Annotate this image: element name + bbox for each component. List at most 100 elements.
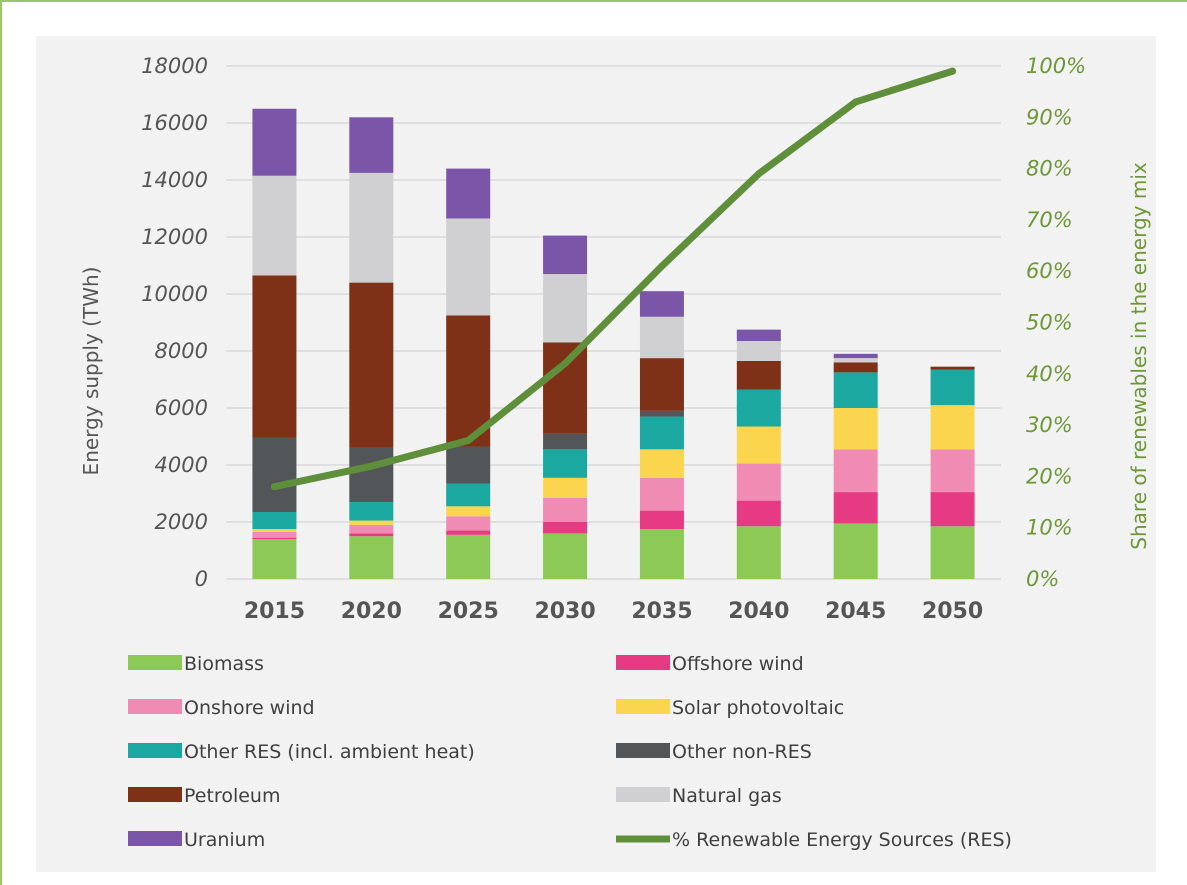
bar-segment-natural-gas [736, 341, 781, 361]
x-axis-ticks: 2015 2020 2025 2030 2035 2040 2045 2050 [244, 599, 983, 624]
x-tick-label: 2050 [922, 599, 983, 624]
bar-segment-other-res-incl-ambient-heat [736, 389, 781, 427]
bar-segment-other-res-incl-ambient-heat [446, 483, 491, 507]
y-tick-label: 10000 [141, 282, 208, 306]
y-tick-label: 12000 [141, 225, 208, 249]
bar-segment-biomass [349, 536, 394, 579]
bar-segment-petroleum [833, 362, 878, 373]
legend-swatch [128, 743, 182, 758]
bar-segment-offshore-wind [543, 522, 588, 534]
legend-item-solar-photovoltaic: Solar photovoltaic [616, 697, 844, 719]
bar-segment-solar-photovoltaic [252, 529, 297, 532]
res-share-point [367, 462, 375, 470]
bar-segment-other-non-res [446, 446, 491, 484]
res-share-point [464, 436, 472, 444]
res-share-point [658, 262, 666, 270]
legend-label: Biomass [184, 653, 264, 675]
legend-label: Other non-RES [672, 741, 812, 763]
x-tick-label: 2040 [728, 599, 789, 624]
bar-segment-other-non-res [349, 447, 394, 503]
bar-segment-petroleum [349, 282, 394, 448]
y2-tick-label: 90% [1026, 105, 1073, 129]
bar-segment-petroleum [252, 275, 297, 438]
bar-segment-solar-photovoltaic [833, 408, 878, 450]
bar-segment-offshore-wind [833, 492, 878, 524]
bar-segment-uranium [349, 117, 394, 173]
legend-swatch [616, 743, 670, 758]
legend-label: Onshore wind [184, 697, 315, 719]
left-axis-ticks: 0 2000 4000 6000 8000 10000 12000 14000 16000 180… [141, 54, 208, 591]
legend-swatch [616, 699, 670, 714]
bar-segment-natural-gas [446, 218, 491, 316]
y-tick-label: 14000 [141, 168, 208, 192]
y-tick-label: 8000 [155, 339, 208, 363]
bar-segment-offshore-wind [252, 537, 297, 540]
res-share-point [561, 360, 569, 368]
y2-tick-label: 70% [1026, 208, 1073, 232]
res-share-point [270, 483, 278, 491]
legend-label: Solar photovoltaic [672, 697, 844, 719]
legend-item-offshore-wind: Offshore wind [616, 653, 804, 675]
y-axis-title: Energy supply (TWh) [79, 267, 103, 476]
bar-segment-uranium [736, 329, 781, 342]
bar-segment-other-non-res [252, 437, 297, 513]
legend-swatch [616, 655, 670, 670]
y-tick-label: 4000 [155, 453, 208, 477]
bar-segment-offshore-wind [930, 492, 975, 527]
legend-item-other-non-res: Other non-RES [616, 741, 812, 763]
y2-tick-label: 30% [1026, 413, 1073, 437]
bar-segment-biomass [736, 526, 781, 579]
bar-segment-biomass [543, 533, 588, 579]
legend-swatch [128, 787, 182, 802]
bar-segment-petroleum [736, 360, 781, 390]
x-tick-label: 2035 [631, 599, 692, 624]
y-tick-label: 2000 [155, 510, 208, 534]
bar-segment-other-non-res [639, 410, 684, 417]
y2-tick-label: 60% [1026, 259, 1073, 283]
bar-segment-petroleum [543, 342, 588, 434]
x-tick-label: 2015 [244, 599, 305, 624]
bar-segment-onshore-wind [349, 524, 394, 534]
stacked-bars [252, 108, 975, 579]
legend-item-other-res-incl-ambient-heat: Other RES (incl. ambient heat) [128, 741, 475, 763]
legend-label: Offshore wind [672, 653, 804, 675]
bar-segment-natural-gas [252, 175, 297, 276]
bar-segment-biomass [930, 526, 975, 579]
bar-segment-offshore-wind [349, 533, 394, 537]
legend-item-renewable-energy-sources-res: % Renewable Energy Sources (RES) [616, 829, 1012, 851]
bar-segment-offshore-wind [446, 530, 491, 535]
y2-tick-label: 0% [1026, 567, 1059, 591]
legend-label: Natural gas [672, 785, 782, 807]
res-share-line [270, 67, 957, 491]
bar-segment-onshore-wind [252, 531, 297, 538]
y2-tick-label: 100% [1026, 54, 1086, 78]
x-tick-label: 2025 [438, 599, 499, 624]
bar-segment-biomass [833, 523, 878, 579]
y2-tick-label: 50% [1026, 311, 1073, 335]
legend-label: Uranium [184, 829, 265, 851]
energy-mix-chart: 0 2000 4000 6000 8000 10000 12000 14000 16000 180… [79, 54, 1151, 851]
bar-segment-biomass [446, 534, 491, 579]
bar-segment-solar-photovoltaic [930, 405, 975, 450]
y-tick-label: 16000 [141, 111, 208, 135]
legend-swatch [128, 699, 182, 714]
right-axis-ticks: 0% 10% 20% 30% 40% 50% 60% 70% 80% 90% 100% [1026, 54, 1086, 591]
bar-segment-petroleum [930, 366, 975, 370]
bar-segment-other-res-incl-ambient-heat [543, 449, 588, 478]
legend-swatch [128, 655, 182, 670]
legend-swatch [616, 787, 670, 802]
legend-item-biomass: Biomass [128, 653, 264, 675]
bar-segment-other-res-incl-ambient-heat [833, 372, 878, 408]
bar-segment-petroleum [639, 358, 684, 411]
bar-segment-onshore-wind [736, 463, 781, 501]
res-share-line-path [270, 67, 957, 491]
bar-segment-uranium [639, 291, 684, 317]
bar-segment-onshore-wind [543, 497, 588, 522]
y2-tick-label: 80% [1026, 157, 1073, 181]
bar-segment-uranium [252, 108, 297, 176]
bar-segment-other-res-incl-ambient-heat [639, 416, 684, 450]
x-tick-label: 2020 [341, 599, 402, 624]
res-share-point [852, 98, 860, 106]
bar-segment-offshore-wind [736, 500, 781, 527]
